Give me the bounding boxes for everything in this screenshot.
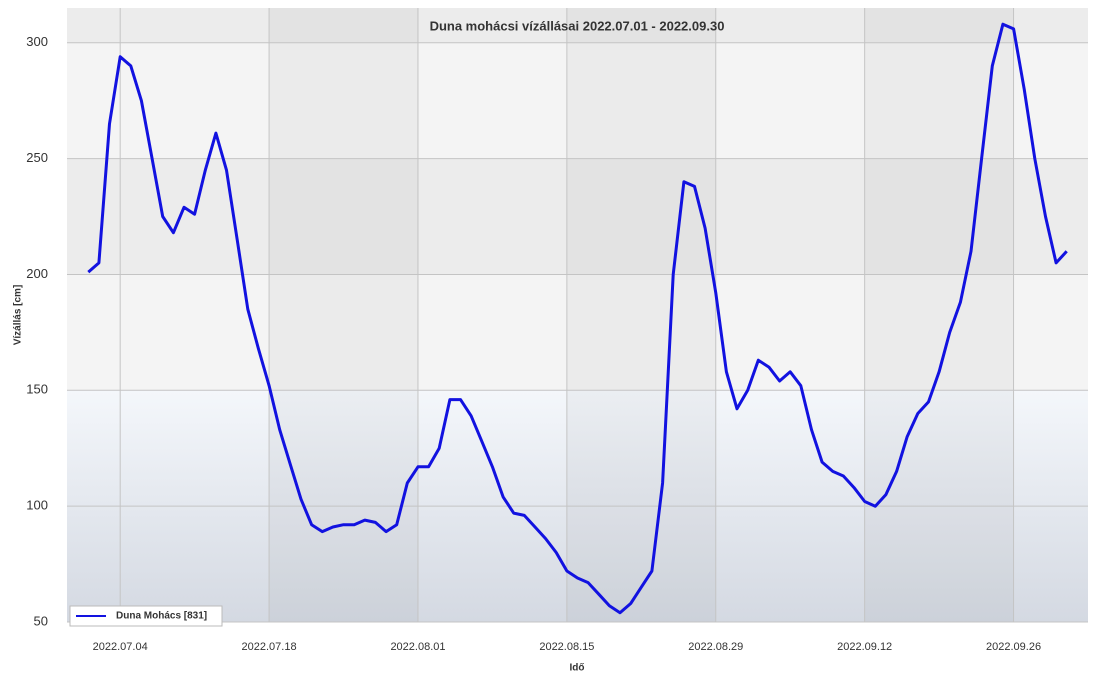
row-band [67,42,1088,159]
chart-title: Duna mohácsi vízállásai 2022.07.01 - 202… [430,18,725,33]
row-band [67,274,1088,391]
y-tick-label: 200 [26,266,48,281]
grid: 50 100 150 200 250 300 2022.07.04 2022.07.18 202… [26,8,1088,653]
x-tick-label: 2022.09.26 [986,641,1041,653]
column-band [865,8,1014,622]
legend-box [69,605,223,627]
y-tick-label: 100 [26,498,48,513]
x-axis-title: Idő [570,663,585,674]
y-tick-label: 50 [34,613,48,628]
legend: Duna Mohács [831] [69,605,223,627]
column-band [269,8,418,622]
marks [87,22,1068,615]
x-tick-label: 2022.07.18 [242,641,297,653]
column-band [567,8,716,622]
y-tick-label: 150 [26,382,48,397]
data-line [87,22,1068,615]
x-tick-label: 2022.07.04 [93,641,148,653]
y-axis-title: Vízállás [cm] [13,285,24,346]
x-tick-label: 2022.08.01 [390,641,445,653]
y-tick-label: 250 [26,150,48,165]
x-tick-label: 2022.08.15 [539,641,594,653]
x-tick-label: 2022.09.12 [837,641,892,653]
y-tick-label: 300 [26,34,48,49]
legend-label: Duna Mohács [831] [116,611,207,622]
plot-background [67,8,1088,622]
x-tick-label: 2022.08.29 [688,641,743,653]
